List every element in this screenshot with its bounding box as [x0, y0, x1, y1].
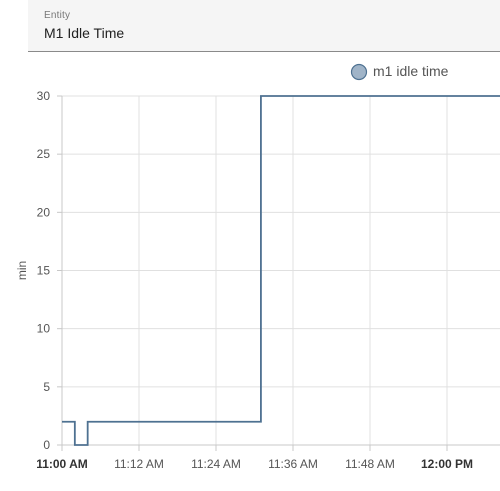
y-tick-label: 15 — [37, 264, 51, 278]
chart-svg: 0 5 10 15 20 25 30 11:00 AM 11:12 AM 11:24 AM 11:3… — [15, 63, 500, 471]
entity-picker[interactable]: Entity M1 Idle Time — [28, 0, 500, 52]
y-tick-label: 30 — [37, 89, 51, 103]
entity-picker-value: M1 Idle Time — [44, 25, 125, 41]
y-tick-label: 5 — [43, 380, 50, 394]
y-tick-label: 10 — [37, 322, 51, 336]
legend-label: m1 idle time — [373, 63, 449, 79]
x-tick-label: 11:36 AM — [268, 457, 318, 471]
entity-picker-label: Entity — [44, 10, 71, 21]
y-tick-label: 0 — [43, 438, 50, 452]
x-tick-label: 11:48 AM — [345, 457, 395, 471]
x-tick-label: 12:00 PM — [421, 457, 473, 471]
x-tick-label: 11:00 AM — [36, 457, 88, 471]
x-tick-label: 11:12 AM — [114, 457, 164, 471]
legend-marker — [350, 63, 368, 81]
y-tick-label: 25 — [37, 147, 51, 161]
history-chart: 0 5 10 15 20 25 30 11:00 AM 11:12 AM 11:24 AM 11:3… — [0, 52, 500, 486]
y-tick-label: 20 — [37, 205, 51, 219]
x-tick-label: 11:24 AM — [191, 457, 241, 471]
y-axis-title: min — [15, 261, 29, 280]
series-line — [62, 95, 500, 446]
